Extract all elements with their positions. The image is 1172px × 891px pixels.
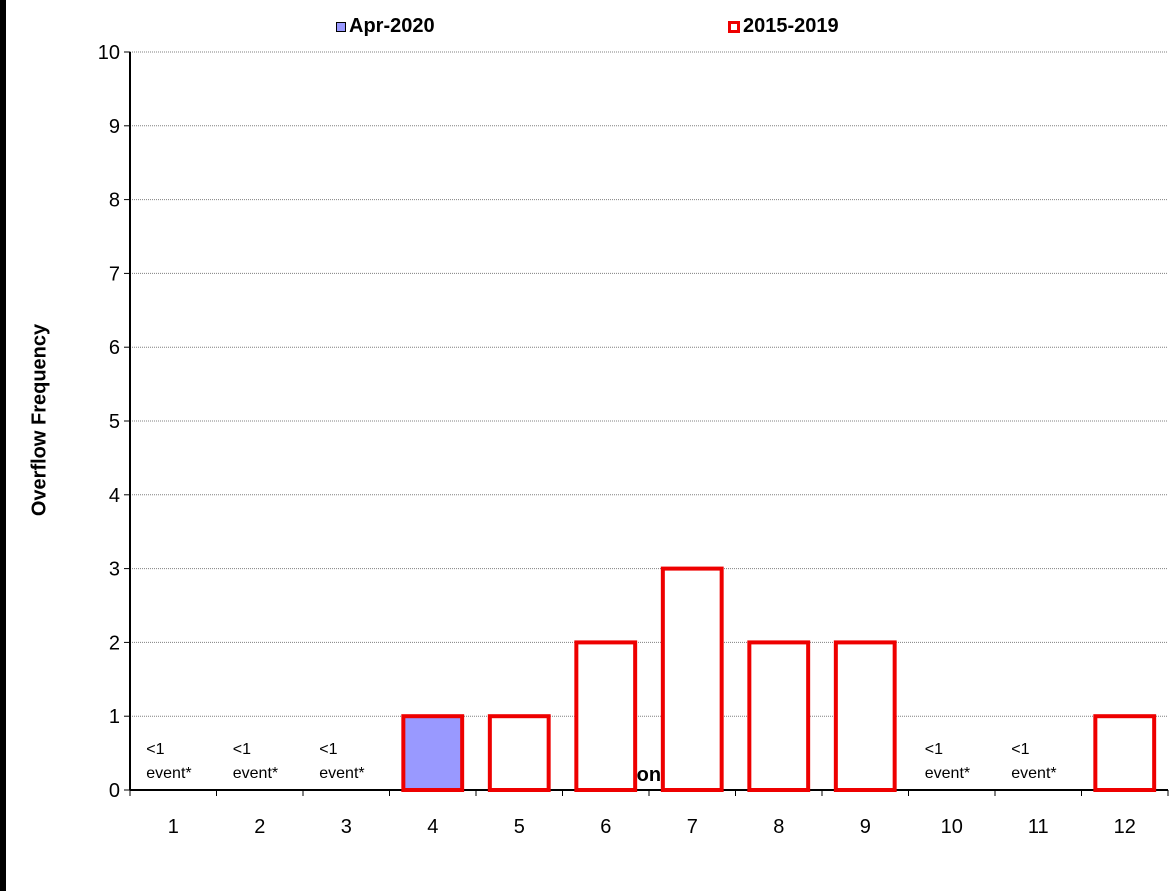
y-tick-label: 5: [109, 411, 120, 433]
annotation-line2: event*: [319, 765, 364, 782]
legend-swatch-2015-2019: [728, 20, 740, 33]
bar-2015-2019: [660, 566, 724, 792]
x-tick-label: 12: [1114, 816, 1136, 838]
x-tick-label: 10: [941, 816, 963, 838]
annotation-line1: <1: [233, 741, 251, 758]
y-tick-label: 4: [109, 485, 120, 507]
x-tick-label: 2: [254, 816, 265, 838]
legend-label-apr-2020: Apr-2020: [349, 15, 435, 37]
legend-label-2015-2019: 2015-2019: [743, 15, 839, 37]
y-tick-label: 1: [109, 706, 120, 728]
annotation-line1: <1: [1011, 741, 1029, 758]
x-tick-label: 1: [168, 816, 179, 838]
x-tick-label: 7: [687, 816, 698, 838]
bar-2015-2019: [1093, 714, 1157, 793]
x-tick-label: 8: [773, 816, 784, 838]
y-tick-label: 7: [109, 263, 120, 285]
bar-2015-2019: [833, 640, 897, 793]
y-tick-label: 9: [109, 116, 120, 138]
y-tick-label: 10: [98, 42, 120, 64]
y-tick-label: 6: [109, 337, 120, 359]
annotation-line1: <1: [146, 741, 164, 758]
annotation-line2: event*: [1011, 765, 1056, 782]
x-tick-label: 11: [1028, 816, 1049, 838]
annotation-line2: event*: [925, 765, 970, 782]
x-tick-label: 5: [514, 816, 525, 838]
left-border: [0, 0, 6, 891]
y-tick-label: 0: [109, 780, 120, 802]
annotation-line2: event*: [233, 765, 278, 782]
x-tick-label: 6: [600, 816, 611, 838]
bar-apr-2020: [401, 714, 465, 793]
bar-2015-2019: [487, 714, 551, 793]
y-tick-label: 8: [109, 190, 120, 212]
x-tick-label: 4: [427, 816, 438, 838]
annotation-line2: event*: [146, 765, 191, 782]
x-tick-label: 3: [341, 816, 352, 838]
x-tick-label: 9: [860, 816, 871, 838]
legend-swatch-apr-2020: [336, 21, 346, 32]
annotation-line1: <1: [319, 741, 337, 758]
bar-2015-2019: [747, 640, 811, 793]
annotation-line1: <1: [925, 741, 943, 758]
y-tick-label: 3: [109, 559, 120, 581]
bar-2015-2019: [574, 640, 638, 793]
y-tick-label: 2: [109, 632, 120, 654]
legend-item-apr-2020: Apr-2020: [336, 15, 435, 38]
legend-item-2015-2019: 2015-2019: [728, 15, 839, 38]
